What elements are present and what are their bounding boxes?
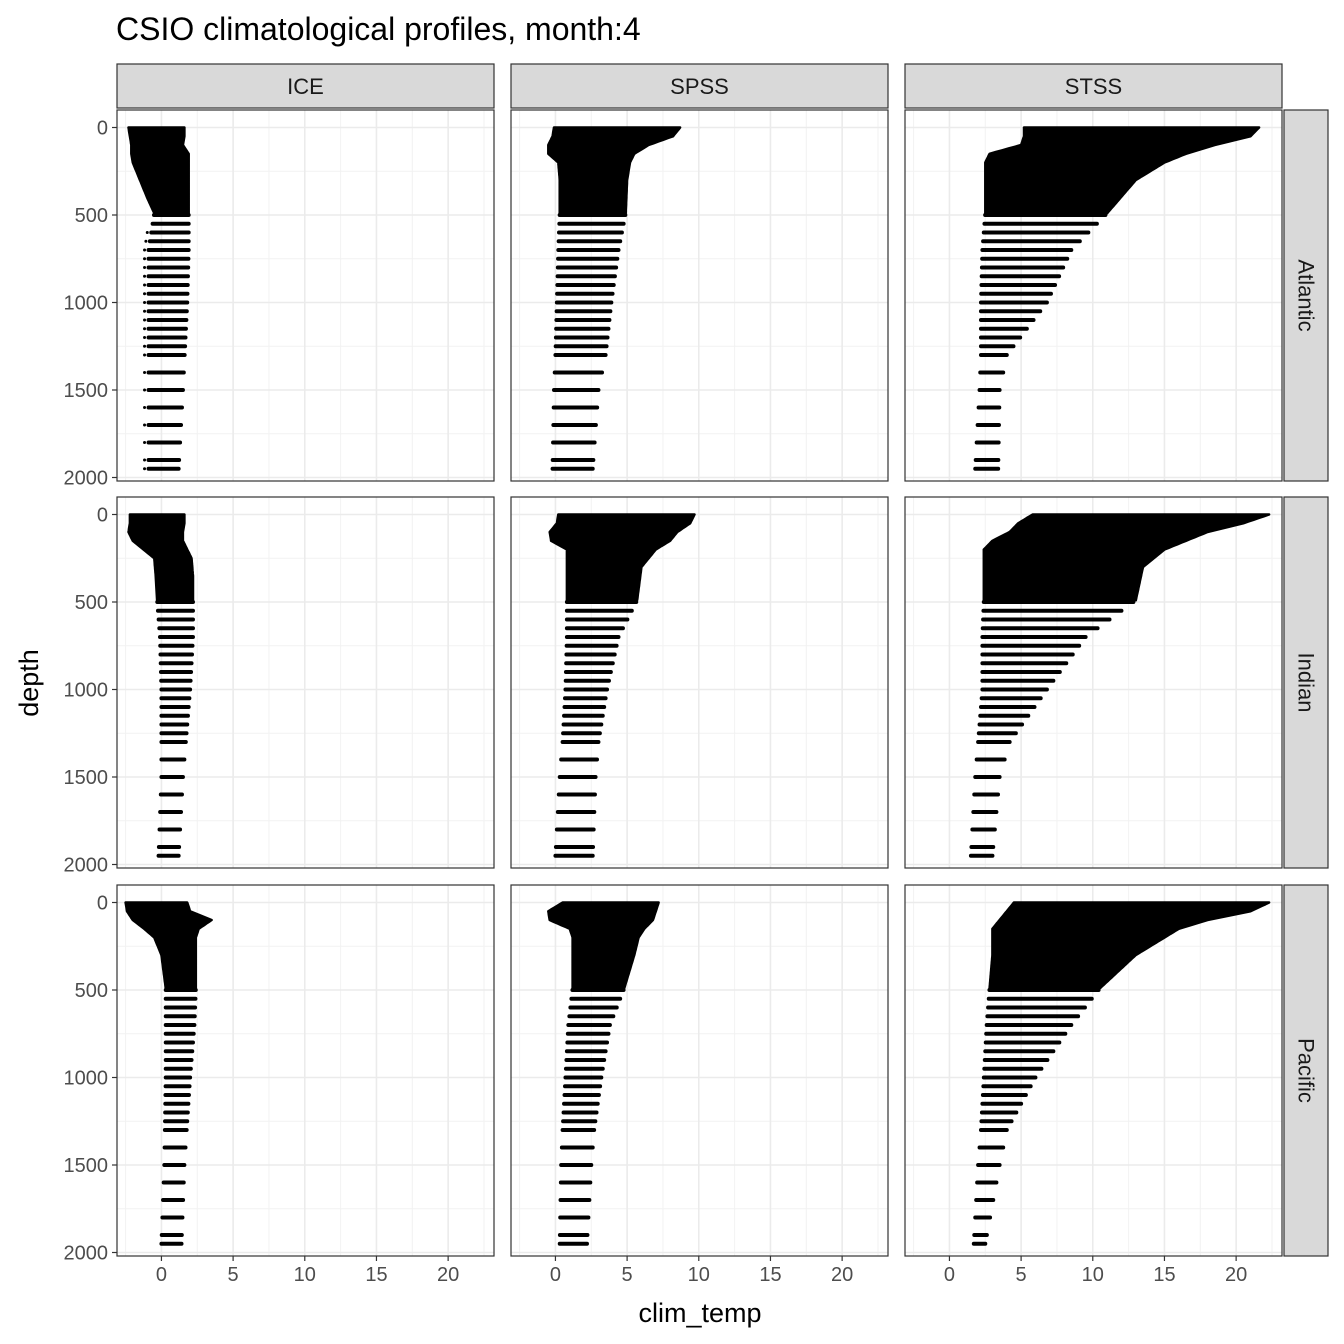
- panel-pacific-ice: [116, 884, 495, 1257]
- outlier-point: [143, 344, 147, 348]
- outlier-point: [143, 301, 147, 304]
- strip-row-pacific: [1283, 884, 1329, 1257]
- data-points: [124, 901, 213, 1246]
- y-tick-label: 0: [97, 893, 108, 915]
- y-tick-label: 500: [75, 980, 108, 1002]
- y-tick-label: 2000: [64, 1243, 109, 1265]
- panel-pacific-stss: [904, 884, 1283, 1257]
- outlier-point: [143, 353, 147, 357]
- outlier-point: [143, 467, 147, 471]
- y-tick-label: 1500: [64, 767, 109, 789]
- x-tick-label: 10: [688, 1264, 710, 1286]
- data-points: [127, 513, 195, 858]
- strip-col-stss: [904, 63, 1283, 109]
- x-tick-label: 20: [1225, 1264, 1247, 1286]
- x-tick-label: 5: [228, 1264, 239, 1286]
- strip-row-atlantic: [1283, 109, 1329, 482]
- strip-row-label: Indian: [1294, 653, 1319, 713]
- y-tick-label: 500: [75, 205, 108, 227]
- panel-indian-stss: [904, 496, 1283, 869]
- outlier-point: [143, 266, 147, 269]
- outlier-point: [143, 458, 147, 462]
- x-tick-label: 20: [437, 1264, 459, 1286]
- outlier-point: [143, 283, 147, 287]
- x-axis-title: clim_temp: [638, 1298, 761, 1328]
- outlier-point: [143, 336, 147, 339]
- panel-atlantic-ice: [116, 109, 495, 482]
- data-points: [547, 126, 682, 471]
- y-tick-label: 1500: [64, 380, 109, 402]
- strip-row-label: Pacific: [1294, 1038, 1319, 1103]
- outlier-point: [143, 257, 147, 261]
- y-tick-label: 500: [75, 592, 108, 614]
- row-strips: Atlantic Indian Pacific: [1283, 109, 1329, 1257]
- y-tick-label: 1000: [64, 680, 109, 702]
- panels: [116, 109, 1283, 1257]
- strip-row-indian: [1283, 496, 1329, 869]
- x-tick-label: 0: [944, 1264, 955, 1286]
- outlier-point: [143, 309, 147, 313]
- x-tick-label: 15: [365, 1264, 387, 1286]
- x-tick-label: 20: [831, 1264, 853, 1286]
- data-points: [547, 901, 660, 1246]
- panel-atlantic-spss: [510, 109, 889, 482]
- y-tick-label: 2000: [64, 468, 109, 490]
- panel-border: [510, 496, 889, 869]
- data-points: [548, 513, 696, 858]
- outlier-point: [144, 239, 148, 243]
- x-tick-label: 5: [622, 1264, 633, 1286]
- outlier-point: [143, 327, 147, 331]
- y-tick-label: 0: [97, 505, 108, 527]
- strip-col-label: SPSS: [670, 74, 729, 99]
- outlier-point: [143, 371, 147, 374]
- strip-col-label: ICE: [287, 74, 324, 99]
- panel-indian-spss: [510, 496, 889, 869]
- y-tick-label: 1000: [64, 1068, 109, 1090]
- outlier-point: [143, 406, 147, 409]
- panel-border: [116, 884, 495, 1257]
- x-tick-label: 5: [1016, 1264, 1027, 1286]
- outlier-point: [143, 441, 147, 444]
- column-strips: ICE SPSS STSS: [116, 63, 1283, 109]
- panel-border: [116, 109, 495, 482]
- panel-border: [904, 109, 1283, 482]
- data-points: [971, 901, 1271, 1246]
- strip-col-label: STSS: [1065, 74, 1122, 99]
- x-tick-label: 15: [759, 1264, 781, 1286]
- x-tick-label: 15: [1153, 1264, 1175, 1286]
- panel-indian-ice: [116, 496, 495, 869]
- strip-col-ice: [116, 63, 495, 109]
- panel-border: [116, 496, 495, 869]
- y-axis-title: depth: [14, 649, 44, 717]
- x-tick-label: 0: [550, 1264, 561, 1286]
- strip-col-spss: [510, 63, 889, 109]
- y-tick-label: 2000: [64, 855, 109, 877]
- panel-border: [510, 884, 889, 1257]
- data-points: [968, 513, 1271, 858]
- outlier-point: [143, 423, 147, 427]
- panel-pacific-spss: [510, 884, 889, 1257]
- y-tick-label: 1000: [64, 293, 109, 315]
- x-tick-label: 10: [1082, 1264, 1104, 1286]
- outlier-point: [143, 388, 147, 392]
- panel-border: [510, 109, 889, 482]
- axes: 0500100015002000050010001500200005001000…: [64, 118, 1248, 1287]
- data-points: [973, 126, 1261, 471]
- y-tick-label: 1500: [64, 1155, 109, 1177]
- outlier-point: [143, 292, 147, 296]
- x-tick-label: 0: [156, 1264, 167, 1286]
- outlier-point: [145, 231, 149, 234]
- chart-title: CSIO climatological profiles, month:4: [116, 11, 641, 47]
- outlier-point: [143, 318, 147, 322]
- strip-row-label: Atlantic: [1294, 259, 1319, 331]
- x-tick-label: 10: [294, 1264, 316, 1286]
- panel-border: [904, 496, 1283, 869]
- outlier-point: [143, 274, 147, 278]
- panel-border: [904, 884, 1283, 1257]
- outlier-point: [143, 248, 147, 252]
- data-points: [127, 126, 191, 471]
- y-tick-label: 0: [97, 118, 108, 140]
- panel-atlantic-stss: [904, 109, 1283, 482]
